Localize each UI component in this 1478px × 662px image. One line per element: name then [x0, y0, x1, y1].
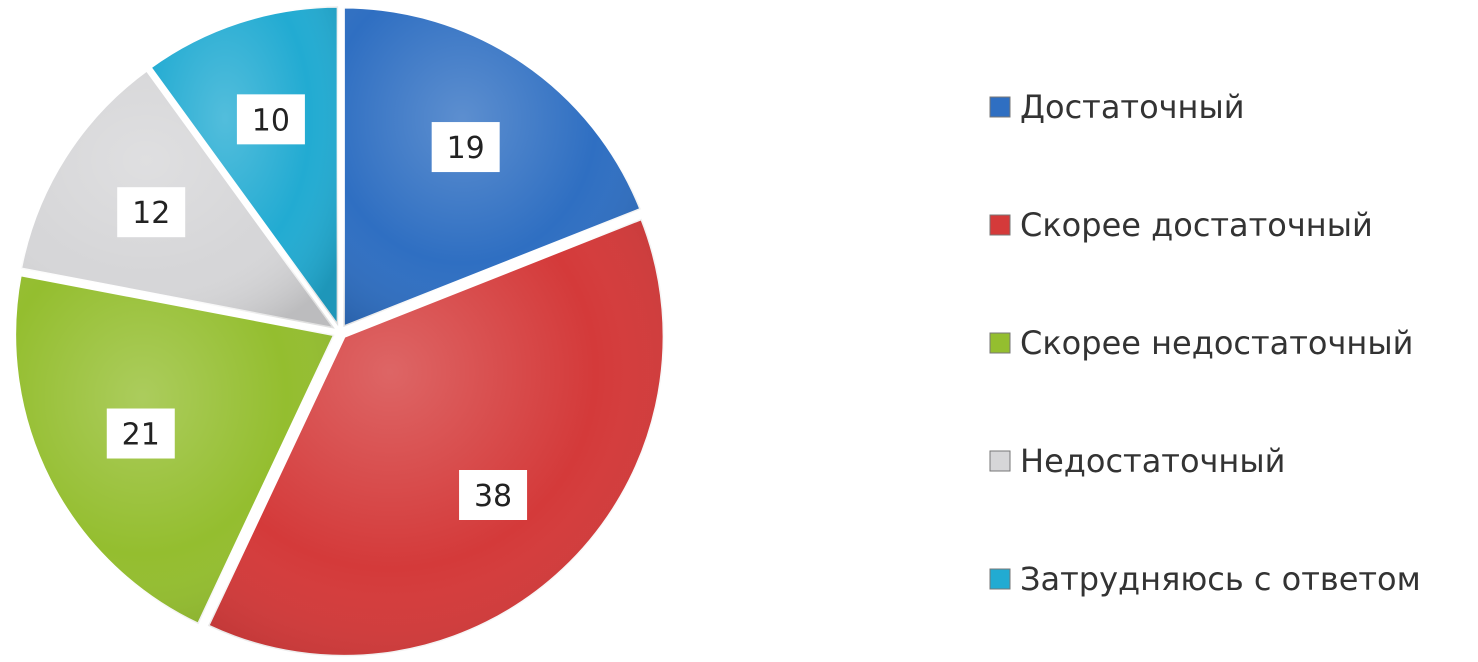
data-label-box [431, 122, 500, 173]
data-label-value: 21 [122, 418, 160, 453]
data-label-value: 12 [132, 196, 170, 231]
data-label-value: 19 [447, 131, 485, 166]
legend-swatch [989, 568, 1011, 590]
legend: Достаточный Скорее достаточный Скорее недо… [989, 88, 1421, 598]
legend-item-5: Затрудняюсь с ответом [989, 560, 1421, 598]
legend-swatch [989, 96, 1011, 118]
legend-swatch [989, 332, 1011, 354]
data-label-2: 38 [459, 469, 528, 520]
data-label-5: 10 [236, 94, 305, 145]
legend-swatch [989, 450, 1011, 472]
data-label-box [106, 408, 175, 459]
legend-item-3: Скорее недостаточный [989, 324, 1413, 362]
legend-label: Скорее достаточный [1020, 206, 1373, 244]
data-label-value: 38 [474, 479, 512, 514]
pie-slice-shading [150, 6, 339, 327]
legend-label: Затрудняюсь с ответом [1020, 560, 1421, 598]
pie-slice-5 [147, 4, 340, 331]
pie-slices [13, 4, 666, 658]
data-label-value: 10 [252, 103, 290, 138]
data-label-box [459, 469, 528, 520]
data-label-3: 21 [106, 408, 175, 459]
data-label-box [117, 187, 186, 238]
legend-item-2: Скорее достаточный [989, 206, 1373, 244]
pie-slice-shading [207, 218, 665, 657]
data-label-1: 19 [431, 122, 500, 173]
legend-label: Скорее недостаточный [1020, 324, 1413, 362]
data-label-box [236, 94, 305, 145]
legend-item-1: Достаточный [989, 88, 1245, 126]
legend-label: Недостаточный [1020, 442, 1285, 480]
legend-item-4: Недостаточный [989, 442, 1285, 480]
legend-swatch [989, 214, 1011, 236]
legend-label: Достаточный [1020, 88, 1245, 126]
pie-data-labels: 19 38 21 12 10 [106, 94, 528, 520]
data-label-4: 12 [117, 187, 186, 238]
pie-slice-2 [205, 216, 666, 658]
